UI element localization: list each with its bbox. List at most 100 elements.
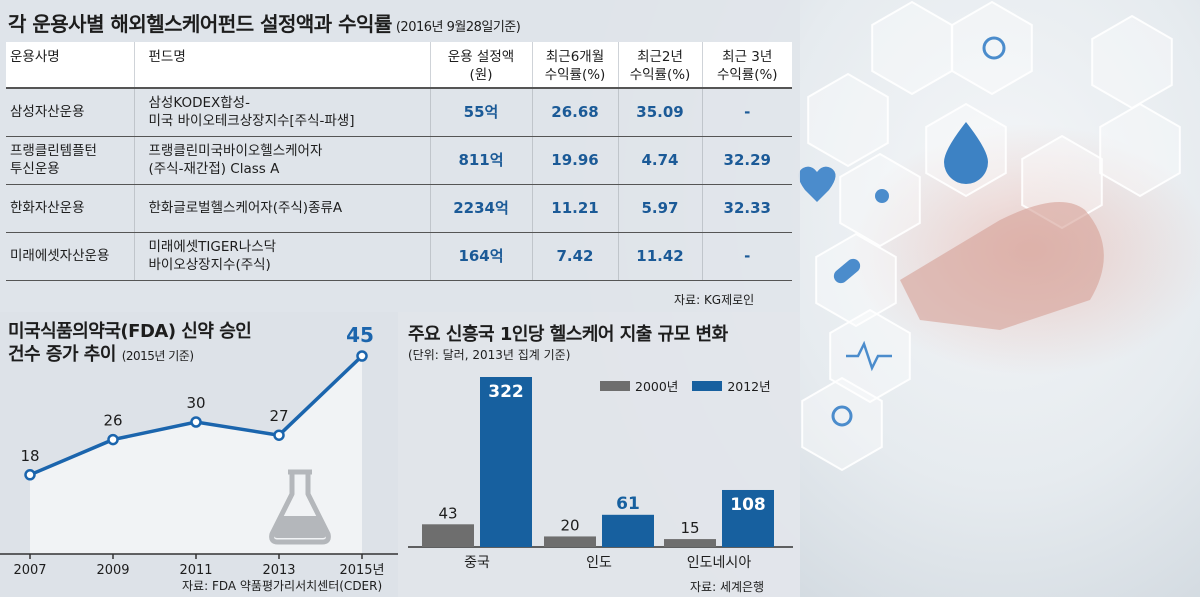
spending-bar xyxy=(544,536,596,547)
hexagon-frame xyxy=(829,308,911,404)
hexagon-frame xyxy=(1099,102,1181,198)
legend-item-2012: 2012년 xyxy=(692,376,771,395)
header-amount: 운용 설정액 (원) xyxy=(430,42,533,89)
amount-cell: 55억 xyxy=(430,88,533,137)
hexagon-frame xyxy=(815,232,897,328)
page-title: 각 운용사별 해외헬스케어펀드 설정액과 수익률 (2016년 9월28일기준) xyxy=(8,12,521,36)
fda-tick-label: 2015년 xyxy=(339,563,384,578)
return-3y-cell: 32.33 xyxy=(702,184,792,233)
eye-icon xyxy=(982,36,1006,60)
spending-bar xyxy=(602,514,654,547)
spending-data-label: 43 xyxy=(438,504,457,522)
fda-area-chart: 18 2007 26 2009 30 2011 27 2013 45 2015년 xyxy=(0,323,398,578)
fda-tick-label: 2009 xyxy=(96,563,129,578)
return-6m-cell: 7.42 xyxy=(532,232,619,281)
amount-cell: 164억 xyxy=(430,232,533,281)
return-6m-cell: 11.21 xyxy=(532,184,619,233)
fda-tick-label: 2011 xyxy=(179,563,212,578)
fda-area-fill xyxy=(30,356,362,554)
company-cell: 삼성자산운용 xyxy=(6,88,135,137)
legend-label-2012: 2012년 xyxy=(727,379,771,394)
fda-data-label: 18 xyxy=(20,447,39,465)
amount-cell: 2234억 xyxy=(430,184,533,233)
header-company: 운용사명 xyxy=(6,42,135,89)
company-cell: 한화자산운용 xyxy=(6,184,135,233)
fda-chart-panel: 18 2007 26 2009 30 2011 27 2013 45 2015년 미국식품의약국(… xyxy=(0,312,398,597)
table-row: 삼성자산운용 삼성KODEX합성- 미국 바이오테크상장지수[주식-파생] 55억 26… xyxy=(6,88,792,137)
pointing-hand xyxy=(900,202,1104,330)
heart-icon xyxy=(798,166,836,202)
hexagon-frame xyxy=(951,0,1033,96)
fund-table: 운용사명 펀드명 운용 설정액 (원) 최근6개월 수익률(%) 최근2년 수익률(%… xyxy=(6,42,792,281)
fda-chart-title: 미국식품의약국(FDA) 신약 승인 건수 증가 추이 (2015년 기준) xyxy=(8,320,252,367)
legend-item-2000: 2000년 xyxy=(600,376,678,395)
fda-data-label: 30 xyxy=(186,394,205,412)
spending-source: 자료: 세계은행 xyxy=(690,580,765,594)
flask-icon xyxy=(269,469,331,545)
spending-unit-note: (단위: 달러, 2013년 집계 기준) xyxy=(408,348,571,362)
spending-legend: 2000년 2012년 xyxy=(600,376,771,395)
table-row: 한화자산운용 한화글로벌헬스케어자(주식)종류A 2234억 11.21 5.97 32.… xyxy=(6,184,792,233)
table-source: 자료: KG제로인 xyxy=(674,293,755,307)
fund-table-panel: 각 운용사별 해외헬스케어펀드 설정액과 수익률 (2016년 9월28일기준) … xyxy=(0,0,800,312)
spending-data-label: 15 xyxy=(680,519,699,537)
spending-category-label: 인도네시아 xyxy=(687,555,752,571)
hexagon-frame xyxy=(1091,14,1173,110)
spending-data-label: 61 xyxy=(616,494,640,514)
spending-data-label: 20 xyxy=(560,516,579,534)
fda-point xyxy=(107,433,119,446)
fda-data-label: 26 xyxy=(103,412,122,430)
fda-tick-label: 2013 xyxy=(262,563,295,578)
fund-cell: 미래에셋TIGER나스닥 바이오상장지수(주식) xyxy=(134,232,431,281)
legend-swatch-2000 xyxy=(600,380,630,391)
fund-cell: 한화글로벌헬스케어자(주식)종류A xyxy=(134,184,431,233)
spending-bar xyxy=(722,489,774,547)
return-3y-cell: 32.29 xyxy=(702,136,792,185)
molecule-icon xyxy=(875,189,889,203)
spending-chart-title: 주요 신흥국 1인당 헬스케어 지출 규모 변화 xyxy=(408,324,728,345)
company-cell: 프랭클린템플턴 투신운용 xyxy=(6,136,135,185)
legend-swatch-2012 xyxy=(692,380,723,391)
fda-point xyxy=(190,416,202,428)
fda-title-line1: 미국식품의약국(FDA) 신약 승인 xyxy=(8,321,252,342)
fda-tick-label: 2007 xyxy=(13,563,46,578)
table-row: 미래에셋자산운용 미래에셋TIGER나스닥 바이오상장지수(주식) 164억 7.42 1… xyxy=(6,232,792,281)
return-6m-cell: 19.96 xyxy=(532,136,619,185)
fda-data-label: 45 xyxy=(346,323,374,347)
return-2y-cell: 5.97 xyxy=(618,184,703,233)
return-2y-cell: 4.74 xyxy=(618,136,703,185)
legend-label-2000: 2000년 xyxy=(635,379,679,394)
spending-category-label: 중국 xyxy=(464,555,490,571)
spending-category-label: 인도 xyxy=(586,555,612,571)
table-header-row: 운용사명 펀드명 운용 설정액 (원) 최근6개월 수익률(%) 최근2년 수익률(%… xyxy=(6,42,792,89)
return-2y-cell: 11.42 xyxy=(618,232,703,281)
company-cell: 미래에셋자산운용 xyxy=(6,232,135,281)
spending-bar xyxy=(480,377,532,547)
fda-subtitle: (2015년 기준) xyxy=(121,349,194,364)
table-row: 프랭클린템플턴 투신운용 프랭클린미국바이오헬스케어자 (주식-재간접) Class … xyxy=(6,136,792,185)
header-return-3y: 최근 3년 수익률(%) xyxy=(702,42,792,89)
spending-chart-panel: 43 322 중국 20 61 인도 15 108 인도네시아 주요 신흥국 1인당 헬스케어 … xyxy=(398,312,800,597)
hexagon-frame xyxy=(871,0,953,96)
fda-title-line2: 건수 증가 추이 xyxy=(8,344,116,366)
fund-cell: 프랭클린미국바이오헬스케어자 (주식-재간접) Class A xyxy=(134,136,431,185)
fda-point xyxy=(273,429,285,441)
female-symbol-icon xyxy=(831,405,853,427)
spending-bar xyxy=(664,539,716,547)
heartbeat-icon xyxy=(846,340,892,372)
return-3y-cell: - xyxy=(702,232,792,281)
water-drop-icon xyxy=(944,122,988,184)
fda-point xyxy=(24,469,36,481)
amount-cell: 811억 xyxy=(430,136,533,185)
header-fund: 펀드명 xyxy=(134,42,431,89)
return-3y-cell: - xyxy=(702,88,792,137)
spending-bar-chart: 43 322 중국 20 61 인도 15 108 인도네시아 xyxy=(408,377,793,571)
hexagon-frame xyxy=(807,72,889,168)
return-2y-cell: 35.09 xyxy=(618,88,703,137)
fda-data-label: 27 xyxy=(269,407,288,425)
header-return-2y: 최근2년 수익률(%) xyxy=(618,42,703,89)
return-6m-cell: 26.68 xyxy=(532,88,619,137)
capsule-icon xyxy=(833,258,861,284)
header-return-6m: 최근6개월 수익률(%) xyxy=(532,42,619,89)
